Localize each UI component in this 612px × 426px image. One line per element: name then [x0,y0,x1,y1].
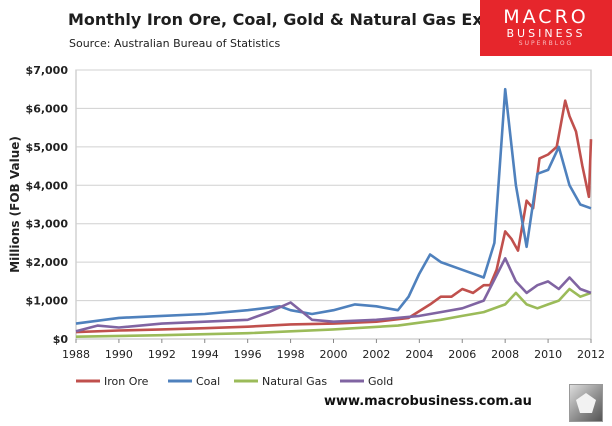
x-tick-label: 2012 [577,348,605,361]
series-line-gold [75,256,592,333]
logo-line-3: SUPERBLOG [518,40,574,47]
y-tick-label: $3,000 [26,218,69,231]
chart-source: Source: Australian Bureau of Statistics [69,37,281,50]
series-line-coal [75,87,592,325]
x-tick-label: 2008 [491,348,519,361]
y-tick-label: $6,000 [26,102,69,115]
macro-business-logo: MACRO BUSINESS SUPERBLOG [480,0,612,56]
legend-label: Natural Gas [262,375,327,388]
x-tick-label: 1996 [234,348,262,361]
x-tick-label: 2010 [534,348,562,361]
legend-label: Gold [368,375,393,388]
x-tick-label: 1990 [105,348,133,361]
y-tick-label: $4,000 [26,179,69,192]
x-tick-label: 2004 [405,348,433,361]
y-tick-label: $0 [53,333,69,346]
y-tick-label: $1,000 [26,295,69,308]
wolf-icon [569,384,603,422]
x-tick-label: 1998 [277,348,305,361]
y-axis-label: Millions (FOB Value) [8,136,22,273]
legend-label: Coal [196,375,220,388]
x-tick-label: 2000 [320,348,348,361]
chart-title: Monthly Iron Ore, Coal, Gold & Natural G… [68,10,531,29]
x-tick-label: 2006 [448,348,476,361]
x-tick-label: 1988 [62,348,90,361]
y-tick-label: $2,000 [26,256,69,269]
series-line-natural-gas [75,287,592,338]
logo-line-2: BUSINESS [506,27,586,40]
y-tick-label: $7,000 [26,64,69,77]
website-url: www.macrobusiness.com.au [324,394,532,409]
logo-line-1: MACRO [503,6,589,28]
x-tick-label: 1992 [148,348,176,361]
x-tick-label: 2002 [362,348,390,361]
y-tick-label: $5,000 [26,141,69,154]
legend-label: Iron Ore [104,375,149,388]
plot-area [75,69,592,340]
x-tick-label: 1994 [191,348,219,361]
